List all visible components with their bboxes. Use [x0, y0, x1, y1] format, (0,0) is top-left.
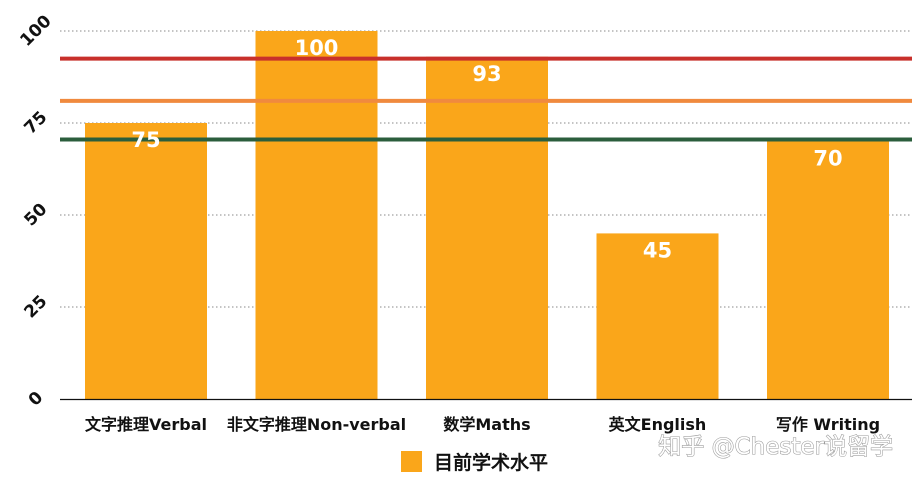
y-tick-label-3: 75	[21, 108, 52, 139]
category-label-4: 写作 Writing	[776, 415, 880, 434]
data-label-0: 75	[131, 128, 160, 152]
y-axis-ticks: 0 25 50 75 100	[16, 11, 55, 410]
y-tick-label-4: 100	[16, 11, 55, 50]
category-label-3: 英文English	[608, 415, 707, 434]
bar-1	[255, 31, 378, 399]
y-tick-label-0: 0	[25, 388, 48, 411]
x-axis-categories: 文字推理Verbal 非文字推理Non-verbal 数学Maths 英文Englis…	[85, 415, 880, 434]
bars	[85, 31, 889, 399]
legend-label: 目前学术水平	[434, 451, 548, 474]
data-labels: 75 100 93 45 70	[131, 36, 842, 262]
y-tick-label-1: 25	[21, 292, 52, 323]
category-label-0: 文字推理Verbal	[85, 415, 207, 434]
bar-2	[426, 56, 548, 399]
data-label-4: 70	[813, 146, 842, 170]
category-label-1: 非文字推理Non-verbal	[227, 415, 406, 434]
bar-3	[596, 233, 719, 399]
category-label-2: 数学Maths	[443, 415, 530, 434]
data-label-3: 45	[643, 238, 672, 262]
bar-4	[767, 141, 889, 399]
bar-0	[85, 123, 207, 399]
legend: 目前学术水平	[401, 451, 548, 474]
y-tick-label-2: 50	[21, 199, 52, 230]
legend-swatch	[401, 451, 422, 472]
reference-lines	[60, 56, 912, 142]
data-label-2: 93	[472, 62, 501, 86]
data-label-1: 100	[295, 36, 339, 60]
watermark-text: 知乎 @Chester说留学	[658, 434, 893, 460]
